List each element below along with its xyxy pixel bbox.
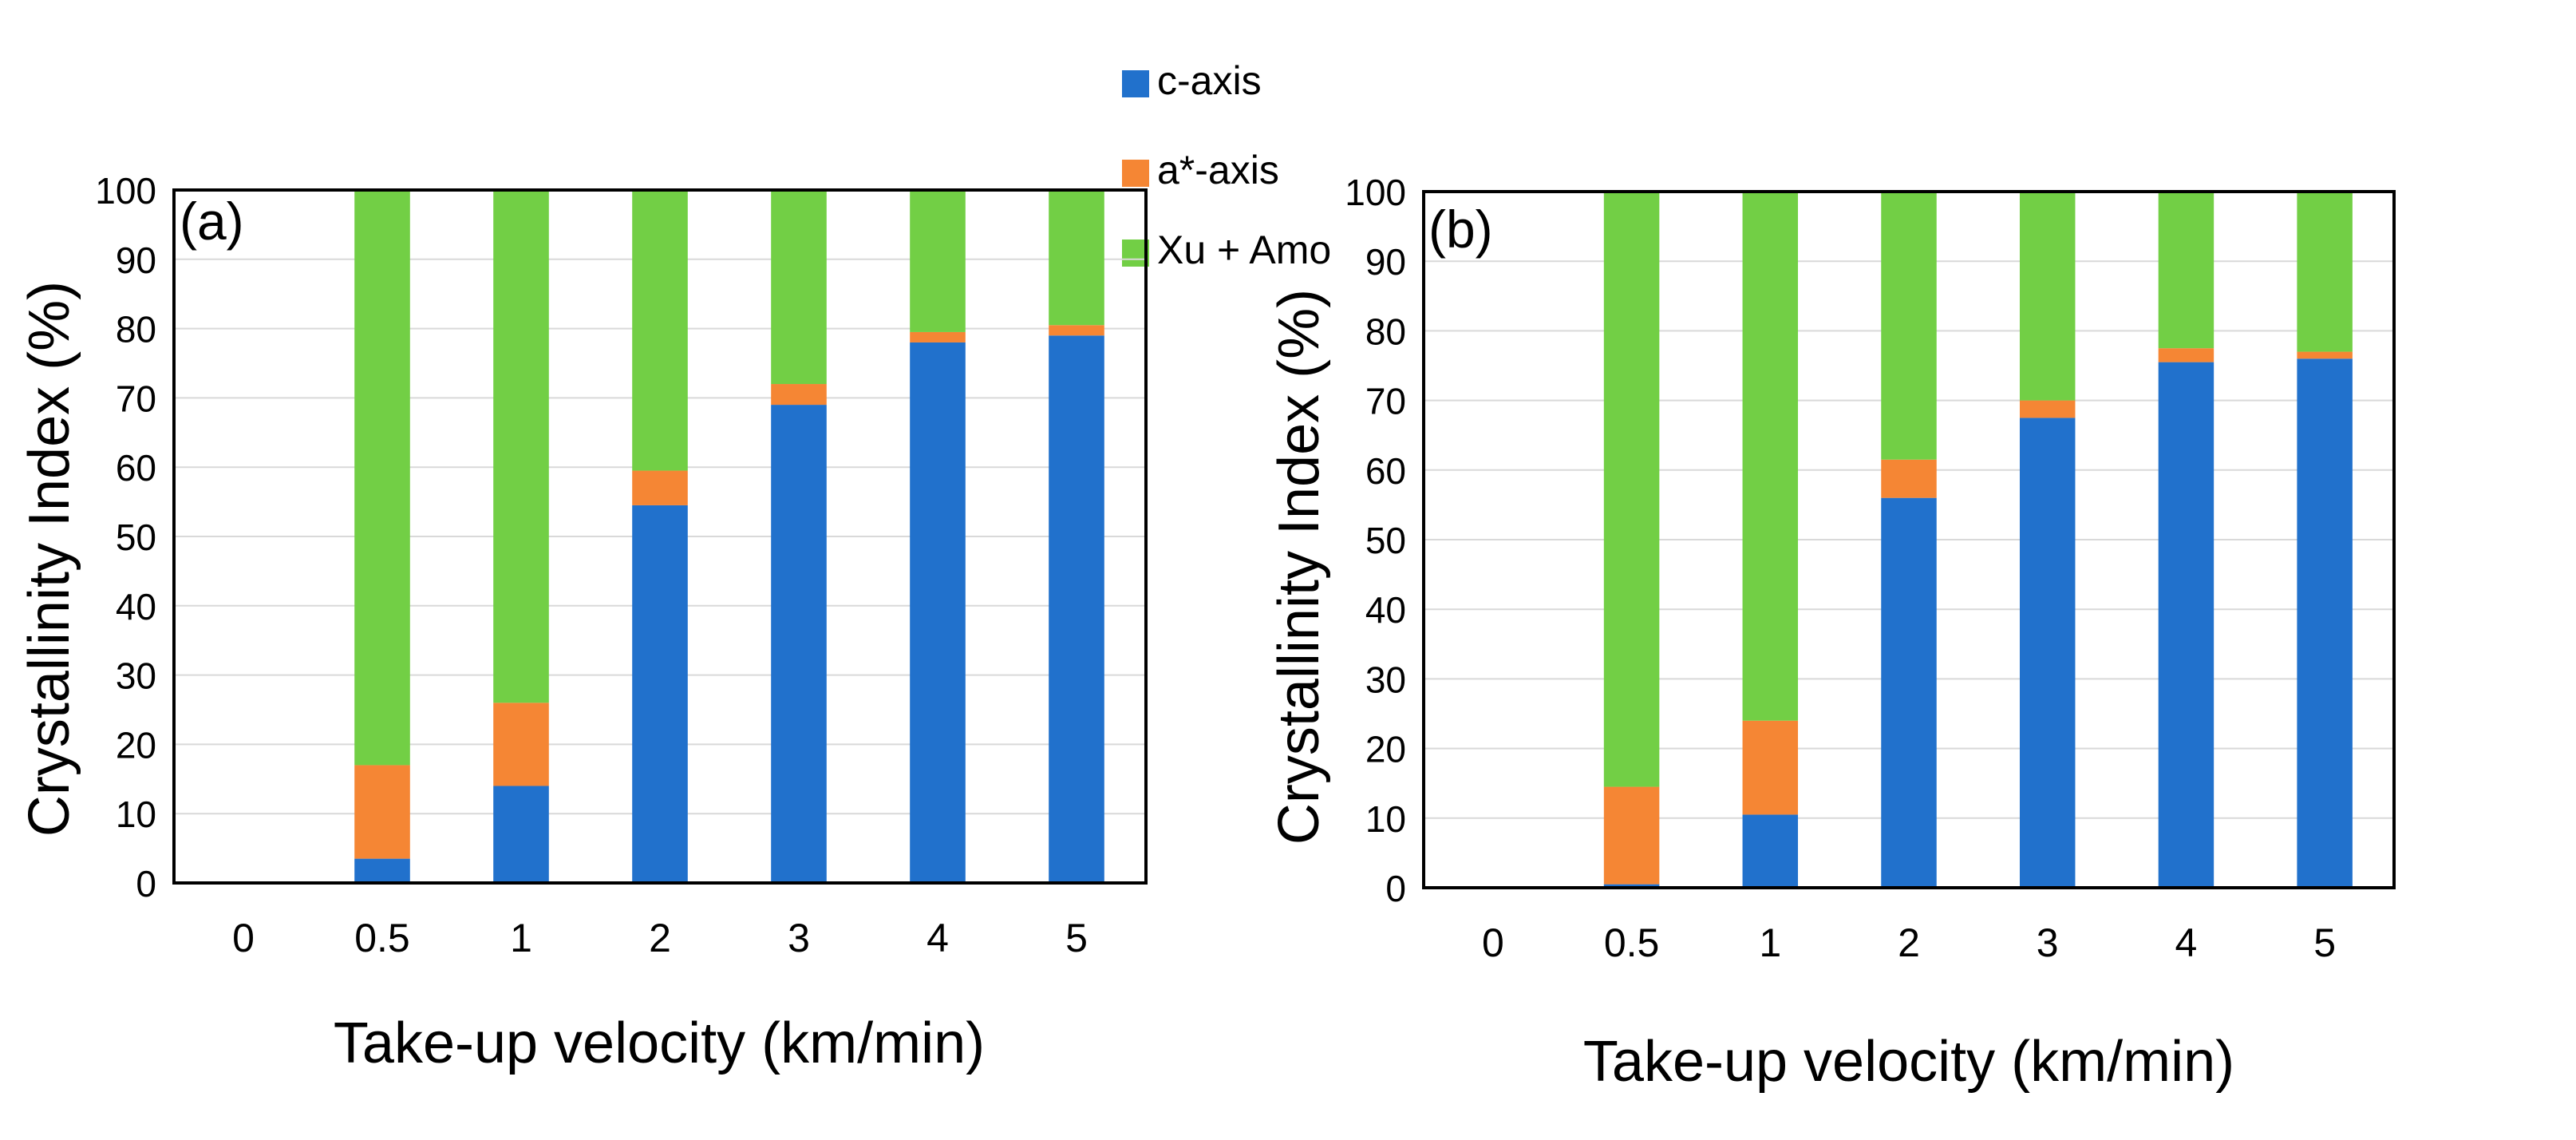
bar-a-1-xu-amo [493,190,549,703]
bar-b-4-xu-amo [2158,192,2214,349]
x-tick-labels-a: 0 0.5 1 2 3 4 5 [232,916,1088,960]
bar-a-0.5-c-axis [354,858,410,883]
bar-a-3-a-axis [771,384,827,406]
plot-frame-b [1422,190,2396,889]
y-tick-b-90: 90 [1365,241,1406,283]
bar-b-0.5-xu-amo [1603,192,1660,787]
y-tick-a-70: 70 [116,378,156,419]
y-tick-b-20: 20 [1365,729,1406,770]
y-tick-b-0: 0 [1385,868,1406,909]
y-tick-a-20: 20 [116,724,156,766]
bar-b-5-a-axis [2297,351,2353,359]
bar-b-2-c-axis [1881,497,1937,888]
bar-a-3-c-axis [771,405,827,884]
bar-b-3-xu-amo [2019,192,2076,401]
bar-b-5-xu-amo [2297,192,2353,352]
bar-a-1-c-axis [493,786,549,883]
bar-a-0.5-xu-amo [354,190,410,766]
y-tick-a-90: 90 [116,239,156,281]
x-tick-b-2: 2 [1898,920,1920,965]
x-tick-b-0.5: 0.5 [1604,920,1660,965]
legend-label-c-axis: c-axis [1157,58,1262,103]
y-tick-a-50: 50 [116,517,156,558]
y-tick-a-60: 60 [116,447,156,489]
x-tick-b-1: 1 [1759,920,1781,965]
x-tick-b-4: 4 [2175,920,2198,965]
y-axis-title-a: Crystallinity Index (%) [18,281,81,837]
x-axis-title-b: Take-up velocity (km/min) [1583,1030,2234,1094]
x-tick-a-0.5: 0.5 [354,916,410,960]
bar-a-3-xu-amo [771,190,827,385]
bar-a-1-a-axis [493,703,549,786]
x-tick-b-3: 3 [2037,920,2059,965]
bar-b-2-a-axis [1881,459,1937,498]
chart-panel-b: 0 10 20 30 40 50 60 70 80 90 100 0 0.5 1 2 3 4 5 (b) Tak… [1267,172,2396,1094]
bar-b-3-c-axis [2019,418,2076,888]
x-tick-b-5: 5 [2313,920,2336,965]
bar-b-1-xu-amo [1742,192,1799,721]
legend: c-axis a*-axis Xu + Amo [1122,58,1331,272]
bar-a-2-xu-amo [632,190,688,471]
panel-label-b: (b) [1428,200,1493,259]
x-tick-b-0: 0 [1482,920,1504,965]
y-tick-a-0: 0 [136,863,156,904]
y-tick-b-60: 60 [1365,450,1406,492]
y-tick-b-40: 40 [1365,589,1406,631]
y-axis-title-b: Crystallinity Index (%) [1267,289,1331,845]
bar-a-4-xu-amo [910,190,966,332]
bar-a-0.5-a-axis [354,765,410,859]
bar-b-5-c-axis [2297,358,2353,888]
y-tick-b-80: 80 [1365,311,1406,352]
chart-panel-a: 0 10 20 30 40 50 60 70 80 90 100 0 0.5 1 2 3 4 5 (a) Tak… [18,170,1148,1075]
bar-a-2-c-axis [632,505,688,883]
x-tick-a-2: 2 [649,916,671,960]
y-tick-b-30: 30 [1365,659,1406,700]
x-tick-a-1: 1 [510,916,532,960]
bar-a-2-a-axis [632,470,688,505]
bar-b-0.5-c-axis [1603,884,1660,888]
bar-b-2-xu-amo [1881,192,1937,460]
x-tick-a-0: 0 [232,916,255,960]
y-tick-b-10: 10 [1365,798,1406,840]
y-tick-labels-b: 0 10 20 30 40 50 60 70 80 90 100 [1345,172,1406,909]
y-tick-b-100: 100 [1345,172,1406,213]
y-tick-a-10: 10 [116,794,156,835]
y-tick-a-80: 80 [116,309,156,350]
x-tick-labels-b: 0 0.5 1 2 3 4 5 [1482,920,2336,965]
bars-a [354,190,1104,884]
legend-label-xu-amo: Xu + Amo [1157,228,1331,272]
bar-a-4-a-axis [910,331,966,342]
y-tick-a-100: 100 [95,170,156,212]
panel-label-a: (a) [180,192,244,251]
bar-a-4-c-axis [910,342,966,884]
x-tick-a-3: 3 [788,916,810,960]
legend-swatch-c-axis [1122,70,1149,97]
bar-b-3-a-axis [2019,400,2076,418]
plot-frame-a [172,188,1148,885]
bar-a-5-c-axis [1049,335,1104,883]
y-tick-labels-a: 0 10 20 30 40 50 60 70 80 90 100 [95,170,156,904]
y-tick-b-50: 50 [1365,520,1406,561]
bars-b [1603,192,2353,888]
legend-label-a-axis: a*-axis [1157,148,1279,192]
bar-b-1-c-axis [1742,814,1799,888]
legend-swatch-a-axis [1122,160,1149,187]
y-tick-a-30: 30 [116,655,156,697]
y-tick-b-70: 70 [1365,381,1406,422]
bar-b-4-a-axis [2158,348,2214,362]
x-axis-title-a: Take-up velocity (km/min) [334,1011,985,1075]
bar-a-5-a-axis [1049,325,1104,336]
bar-b-0.5-a-axis [1603,786,1660,885]
x-tick-a-4: 4 [926,916,949,960]
bar-a-5-xu-amo [1049,190,1104,326]
bar-b-1-a-axis [1742,720,1799,815]
x-tick-a-5: 5 [1065,916,1088,960]
bar-b-4-c-axis [2158,362,2214,888]
y-tick-a-40: 40 [116,586,156,627]
